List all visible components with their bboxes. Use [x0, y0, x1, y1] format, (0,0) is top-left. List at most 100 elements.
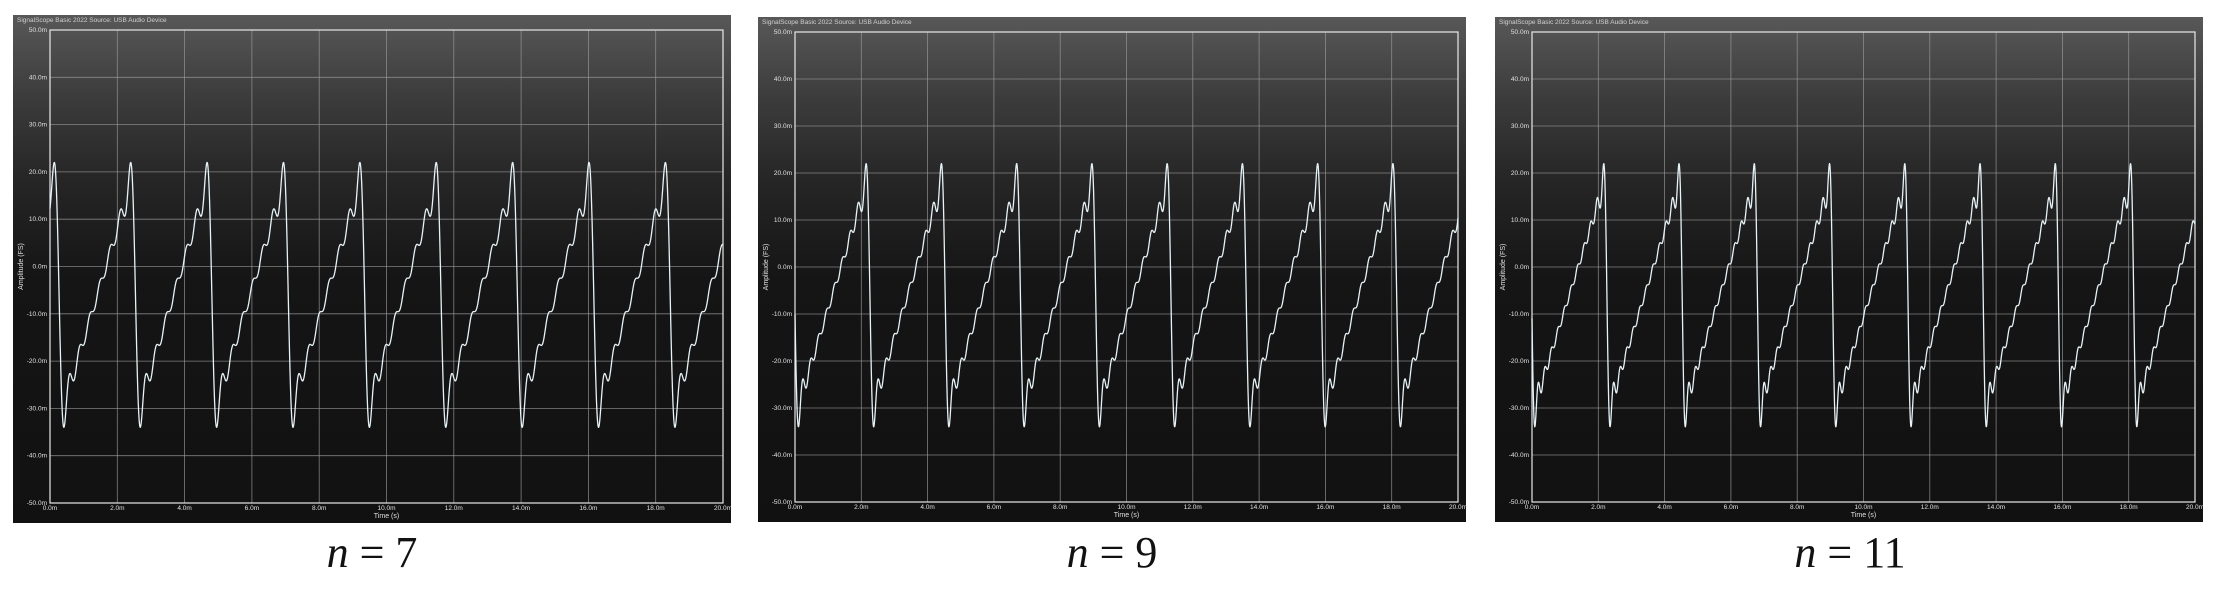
x-tick-label: 6.0m — [245, 505, 259, 512]
caption-value: 9 — [1135, 528, 1158, 577]
x-tick-label: 0.0m — [788, 504, 802, 511]
x-axis-label: Time (s) — [374, 513, 399, 520]
y-tick-label: 30.0m — [1511, 123, 1529, 130]
x-tick-label: 20.0m — [714, 505, 731, 512]
app-title: SignalScope Basic 2022 Source: USB Audio… — [17, 17, 167, 24]
x-tick-label: 10.0m — [1117, 504, 1135, 511]
waveform-line — [1531, 162, 2196, 428]
x-tick-label: 10.0m — [1854, 504, 1872, 511]
caption-equals: = — [1816, 528, 1864, 577]
scope-panel-1: SignalScope Basic 2022 Source: USB Audio… — [13, 15, 731, 523]
x-tick-label: 16.0m — [2053, 504, 2071, 511]
x-tick-label: 20.0m — [1449, 504, 1466, 511]
x-tick-label: 12.0m — [1184, 504, 1202, 511]
y-tick-label: -30.0m — [27, 405, 47, 412]
y-tick-label: 20.0m — [29, 169, 47, 176]
grid — [794, 31, 1459, 503]
caption-variable: n — [1066, 528, 1089, 577]
y-tick-label: -10.0m — [27, 311, 47, 318]
x-axis-label: Time (s) — [1114, 512, 1139, 519]
x-tick-label: 0.0m — [1525, 504, 1539, 511]
caption-variable: n — [1794, 528, 1817, 577]
x-tick-label: 2.0m — [1591, 504, 1605, 511]
waveform-chart: 0.0m 2.0m 4.0m 6.0m 8.0m 10.0m 12.0m 14.0m 16.0m… — [763, 29, 1466, 519]
grid — [1531, 31, 2196, 503]
caption-equals: = — [1088, 528, 1136, 577]
y-tick-label: 0.0m — [778, 264, 792, 271]
y-tick-label: 10.0m — [1511, 217, 1529, 224]
y-tick-label: 0.0m — [33, 264, 47, 271]
x-tick-label: 16.0m — [579, 505, 597, 512]
x-tick-label: 0.0m — [43, 505, 57, 512]
y-tick-label: -20.0m — [1509, 358, 1529, 365]
y-tick-label: 40.0m — [29, 74, 47, 81]
x-tick-label: 2.0m — [110, 505, 124, 512]
x-tick-label: 18.0m — [647, 505, 665, 512]
x-tick-label: 4.0m — [177, 505, 191, 512]
caption-n11: n = 11 — [1750, 527, 1950, 578]
app-title: SignalScope Basic 2022 Source: USB Audio… — [762, 19, 912, 26]
waveform-line — [794, 162, 1459, 428]
caption-value: 11 — [1863, 528, 1906, 577]
y-tick-label: -30.0m — [1509, 405, 1529, 412]
x-tick-label: 8.0m — [1790, 504, 1804, 511]
y-tick-label: -10.0m — [772, 311, 792, 318]
y-axis-label: Amplitude (FS) — [763, 244, 770, 291]
y-axis-label: Amplitude (FS) — [18, 243, 25, 290]
x-tick-label: 14.0m — [1250, 504, 1268, 511]
y-tick-label: 30.0m — [774, 123, 792, 130]
waveform-chart: 0.0m 2.0m 4.0m 6.0m 8.0m 10.0m 12.0m 14.0m 16.0m… — [1500, 29, 2203, 519]
y-tick-label: 10.0m — [29, 216, 47, 223]
y-tick-label: -30.0m — [772, 405, 792, 412]
x-tick-label: 8.0m — [312, 505, 326, 512]
caption-variable: n — [326, 528, 349, 577]
x-tick-label: 16.0m — [1316, 504, 1334, 511]
x-tick-label: 20.0m — [2186, 504, 2203, 511]
scope-panel-2: SignalScope Basic 2022 Source: USB Audio… — [758, 17, 1466, 522]
scope-panel-3: SignalScope Basic 2022 Source: USB Audio… — [1495, 17, 2203, 522]
y-tick-label: -10.0m — [1509, 311, 1529, 318]
plot-frame — [1531, 31, 2196, 503]
y-tick-label: 40.0m — [774, 76, 792, 83]
app-title: SignalScope Basic 2022 Source: USB Audio… — [1499, 19, 1649, 26]
caption-n9: n = 9 — [1012, 527, 1212, 578]
y-tick-label: -50.0m — [27, 500, 47, 507]
x-tick-label: 8.0m — [1053, 504, 1067, 511]
grid — [49, 29, 724, 504]
x-tick-label: 14.0m — [512, 505, 530, 512]
waveform-line — [49, 161, 724, 428]
y-tick-label: 50.0m — [1511, 29, 1529, 36]
caption-equals: = — [348, 528, 396, 577]
waveform-chart: 0.0m 2.0m 4.0m 6.0m 8.0m 10.0m 12.0m 14.0m 16.0m… — [18, 27, 731, 520]
plot-frame — [794, 31, 1459, 503]
caption-n7: n = 7 — [272, 527, 472, 578]
x-tick-label: 18.0m — [2120, 504, 2138, 511]
x-tick-label: 10.0m — [377, 505, 395, 512]
x-tick-label: 6.0m — [1724, 504, 1738, 511]
y-tick-label: -40.0m — [27, 453, 47, 460]
y-tick-label: -40.0m — [1509, 452, 1529, 459]
x-tick-label: 12.0m — [1921, 504, 1939, 511]
y-tick-label: -40.0m — [772, 452, 792, 459]
caption-value: 7 — [395, 528, 418, 577]
y-tick-label: 0.0m — [1515, 264, 1529, 271]
x-tick-label: 4.0m — [1657, 504, 1671, 511]
x-tick-label: 2.0m — [854, 504, 868, 511]
y-tick-label: 30.0m — [29, 122, 47, 129]
y-axis-label: Amplitude (FS) — [1500, 244, 1507, 291]
y-tick-label: 50.0m — [774, 29, 792, 36]
x-tick-label: 4.0m — [920, 504, 934, 511]
y-tick-label: -50.0m — [772, 499, 792, 506]
x-tick-label: 14.0m — [1987, 504, 2005, 511]
y-tick-label: -20.0m — [27, 358, 47, 365]
y-tick-label: 10.0m — [774, 217, 792, 224]
y-tick-label: 40.0m — [1511, 76, 1529, 83]
y-tick-label: 50.0m — [29, 27, 47, 34]
x-tick-label: 6.0m — [987, 504, 1001, 511]
x-tick-label: 18.0m — [1383, 504, 1401, 511]
x-axis-label: Time (s) — [1851, 512, 1876, 519]
y-tick-label: -50.0m — [1509, 499, 1529, 506]
y-tick-label: -20.0m — [772, 358, 792, 365]
y-tick-label: 20.0m — [774, 170, 792, 177]
plot-frame — [49, 29, 724, 504]
